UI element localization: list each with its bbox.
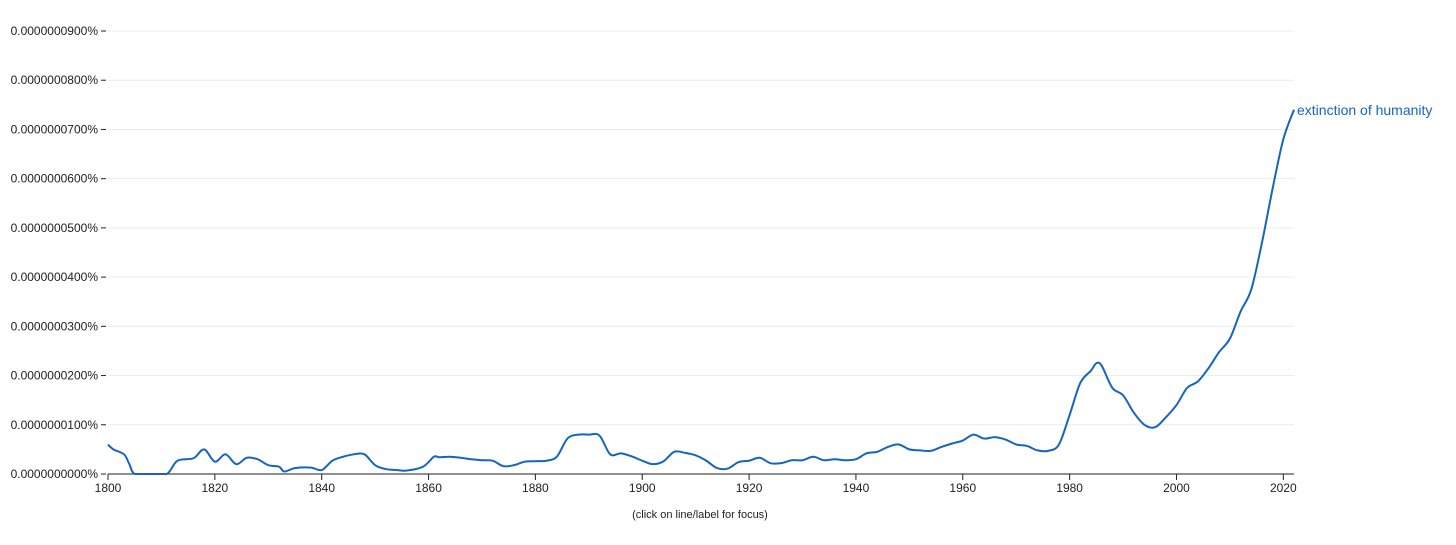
focus-hint: (click on line/label for focus) [632,509,768,521]
x-tick-label: 1920 [736,481,763,495]
grid-layer [108,30,1294,426]
x-tick-label: 2020 [1270,481,1297,495]
y-tick-label: 0.0000000800% [11,73,99,87]
x-tick-label: 1980 [1056,481,1083,495]
y-tick-label: 0.0000000200% [11,369,99,383]
series-label[interactable]: extinction of humanity [1297,102,1432,118]
series-line[interactable] [107,109,1295,475]
x-axis: 1800 1820 1840 1860 1880 1900 1920 1940 1960 1980… [95,473,1297,495]
y-tick-label: 0.0000000400% [11,270,99,284]
y-tick-label: 0.0000000600% [11,172,99,186]
y-tick-label: 0.0000000700% [11,122,99,136]
x-tick-label: 1860 [415,481,442,495]
x-tick-label: 1820 [201,481,228,495]
x-tick-label: 1960 [949,481,976,495]
x-tick-label: 1800 [95,481,122,495]
y-axis: 0.0000000000% 0.0000000100% 0.0000000200% 0… [11,24,106,481]
y-tick-label: 0.0000000500% [11,221,99,235]
y-tick-label: 0.0000000000% [11,467,99,481]
x-tick-label: 1880 [522,481,549,495]
x-tick-label: 1940 [843,481,870,495]
y-tick-label: 0.0000000900% [11,24,99,38]
x-tick-label: 1900 [629,481,656,495]
y-tick-label: 0.0000000300% [11,319,99,333]
y-tick-label: 0.0000000100% [11,418,99,432]
series-layer[interactable]: extinction of humanity [107,102,1432,475]
x-tick-label: 1840 [308,481,335,495]
x-tick-label: 2000 [1163,481,1190,495]
